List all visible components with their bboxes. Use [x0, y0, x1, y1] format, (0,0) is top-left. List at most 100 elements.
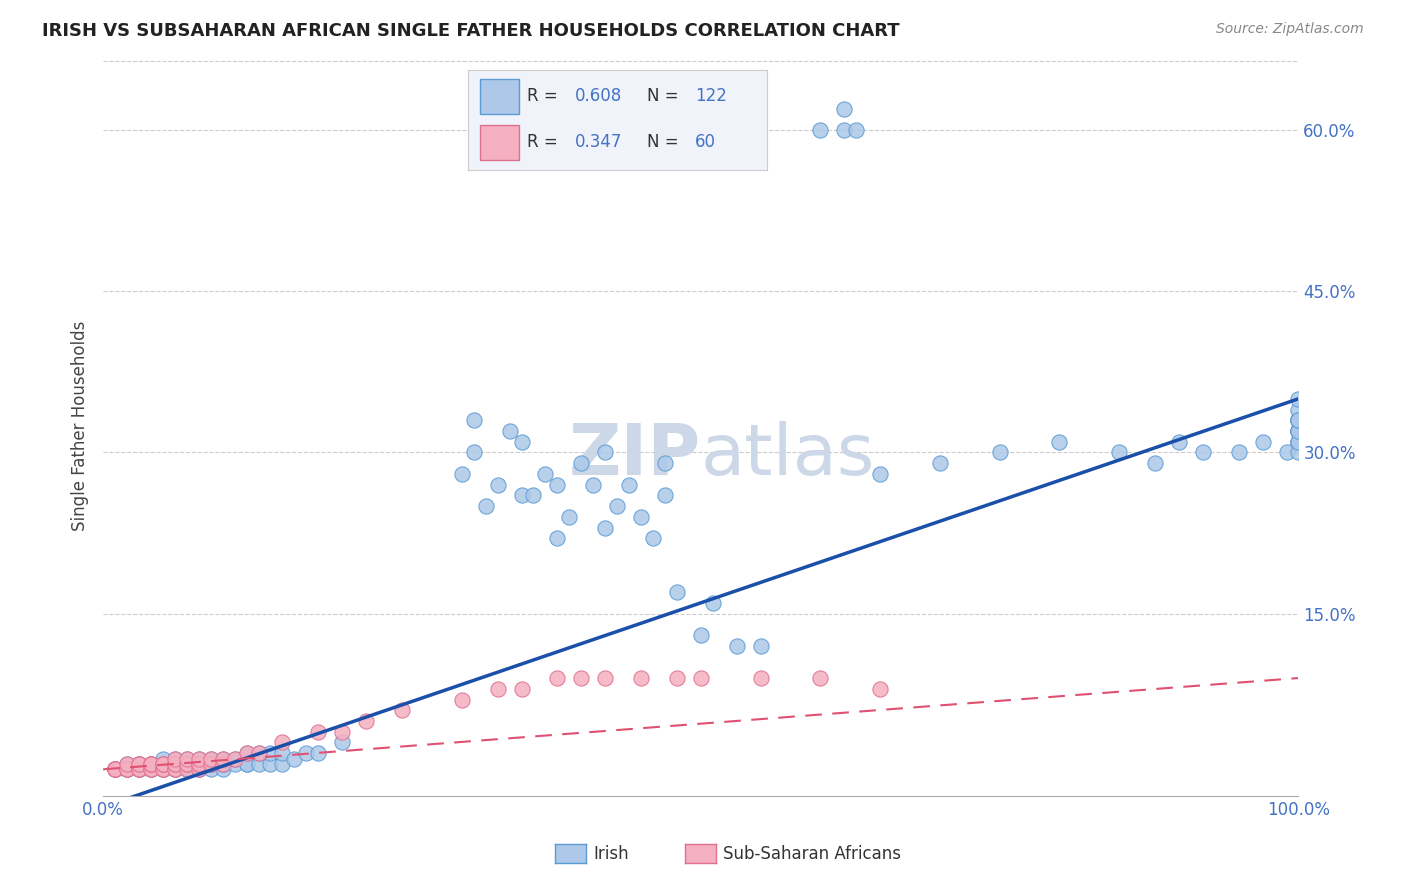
Point — [654, 456, 676, 470]
Point — [582, 477, 605, 491]
Text: atlas: atlas — [700, 421, 875, 490]
Point — [1047, 434, 1070, 449]
Point — [307, 746, 329, 760]
Point — [1288, 424, 1310, 438]
Point — [104, 762, 127, 776]
Point — [139, 762, 162, 776]
Point — [139, 756, 162, 771]
Point — [152, 751, 174, 765]
Point — [104, 762, 127, 776]
Point — [187, 751, 209, 765]
Point — [235, 746, 257, 760]
Point — [808, 123, 831, 137]
Point — [163, 756, 186, 771]
Point — [104, 762, 127, 776]
Point — [295, 746, 318, 760]
Point — [689, 671, 711, 685]
Point — [1168, 434, 1191, 449]
Point — [104, 762, 127, 776]
Point — [200, 751, 222, 765]
Point — [128, 762, 150, 776]
Point — [139, 762, 162, 776]
Point — [152, 756, 174, 771]
Point — [187, 756, 209, 771]
Point — [211, 756, 233, 771]
Point — [211, 762, 233, 776]
Point — [259, 746, 281, 760]
Point — [176, 762, 198, 776]
Point — [139, 756, 162, 771]
Point — [569, 456, 592, 470]
Point — [247, 746, 270, 760]
Point — [283, 751, 305, 765]
Point — [845, 123, 868, 137]
Point — [510, 488, 533, 502]
Text: IRISH VS SUBSAHARAN AFRICAN SINGLE FATHER HOUSEHOLDS CORRELATION CHART: IRISH VS SUBSAHARAN AFRICAN SINGLE FATHE… — [42, 22, 900, 40]
Point — [1288, 424, 1310, 438]
Point — [665, 671, 688, 685]
Point — [832, 102, 855, 116]
Point — [307, 724, 329, 739]
Point — [163, 762, 186, 776]
Point — [1288, 413, 1310, 427]
Point — [211, 751, 233, 765]
Point — [1251, 434, 1274, 449]
Point — [224, 751, 246, 765]
Point — [928, 456, 950, 470]
Point — [163, 762, 186, 776]
Point — [665, 585, 688, 599]
Point — [176, 756, 198, 771]
Point — [1288, 434, 1310, 449]
Point — [391, 703, 413, 717]
Point — [1288, 402, 1310, 417]
Point — [546, 671, 568, 685]
Point — [115, 762, 138, 776]
Point — [200, 756, 222, 771]
Point — [128, 756, 150, 771]
Point — [1288, 413, 1310, 427]
Point — [163, 756, 186, 771]
Point — [630, 671, 652, 685]
Point — [176, 762, 198, 776]
Point — [593, 671, 616, 685]
Point — [187, 762, 209, 776]
Point — [630, 510, 652, 524]
Point — [187, 756, 209, 771]
Text: Source: ZipAtlas.com: Source: ZipAtlas.com — [1216, 22, 1364, 37]
Point — [128, 756, 150, 771]
Point — [463, 445, 485, 459]
Point — [115, 762, 138, 776]
Point — [330, 724, 353, 739]
Point — [988, 445, 1011, 459]
Point — [1275, 445, 1298, 459]
Point — [152, 756, 174, 771]
Point — [546, 477, 568, 491]
Point — [247, 746, 270, 760]
Point — [1288, 424, 1310, 438]
Point — [1227, 445, 1250, 459]
Point — [211, 751, 233, 765]
Point — [1288, 424, 1310, 438]
Point — [176, 751, 198, 765]
Point — [115, 762, 138, 776]
Point — [115, 762, 138, 776]
Point — [1288, 413, 1310, 427]
Point — [1108, 445, 1130, 459]
Point — [163, 762, 186, 776]
Point — [522, 488, 544, 502]
Point — [224, 756, 246, 771]
Point — [1288, 445, 1310, 459]
Point — [558, 510, 581, 524]
Point — [128, 756, 150, 771]
Point — [115, 756, 138, 771]
Point — [211, 756, 233, 771]
Point — [187, 756, 209, 771]
Point — [534, 467, 557, 481]
Point — [498, 424, 520, 438]
Point — [271, 735, 294, 749]
Point — [104, 762, 127, 776]
Point — [128, 762, 150, 776]
Point — [606, 499, 628, 513]
Point — [176, 756, 198, 771]
Point — [546, 532, 568, 546]
